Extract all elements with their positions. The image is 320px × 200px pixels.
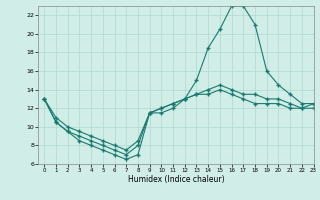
X-axis label: Humidex (Indice chaleur): Humidex (Indice chaleur): [128, 175, 224, 184]
